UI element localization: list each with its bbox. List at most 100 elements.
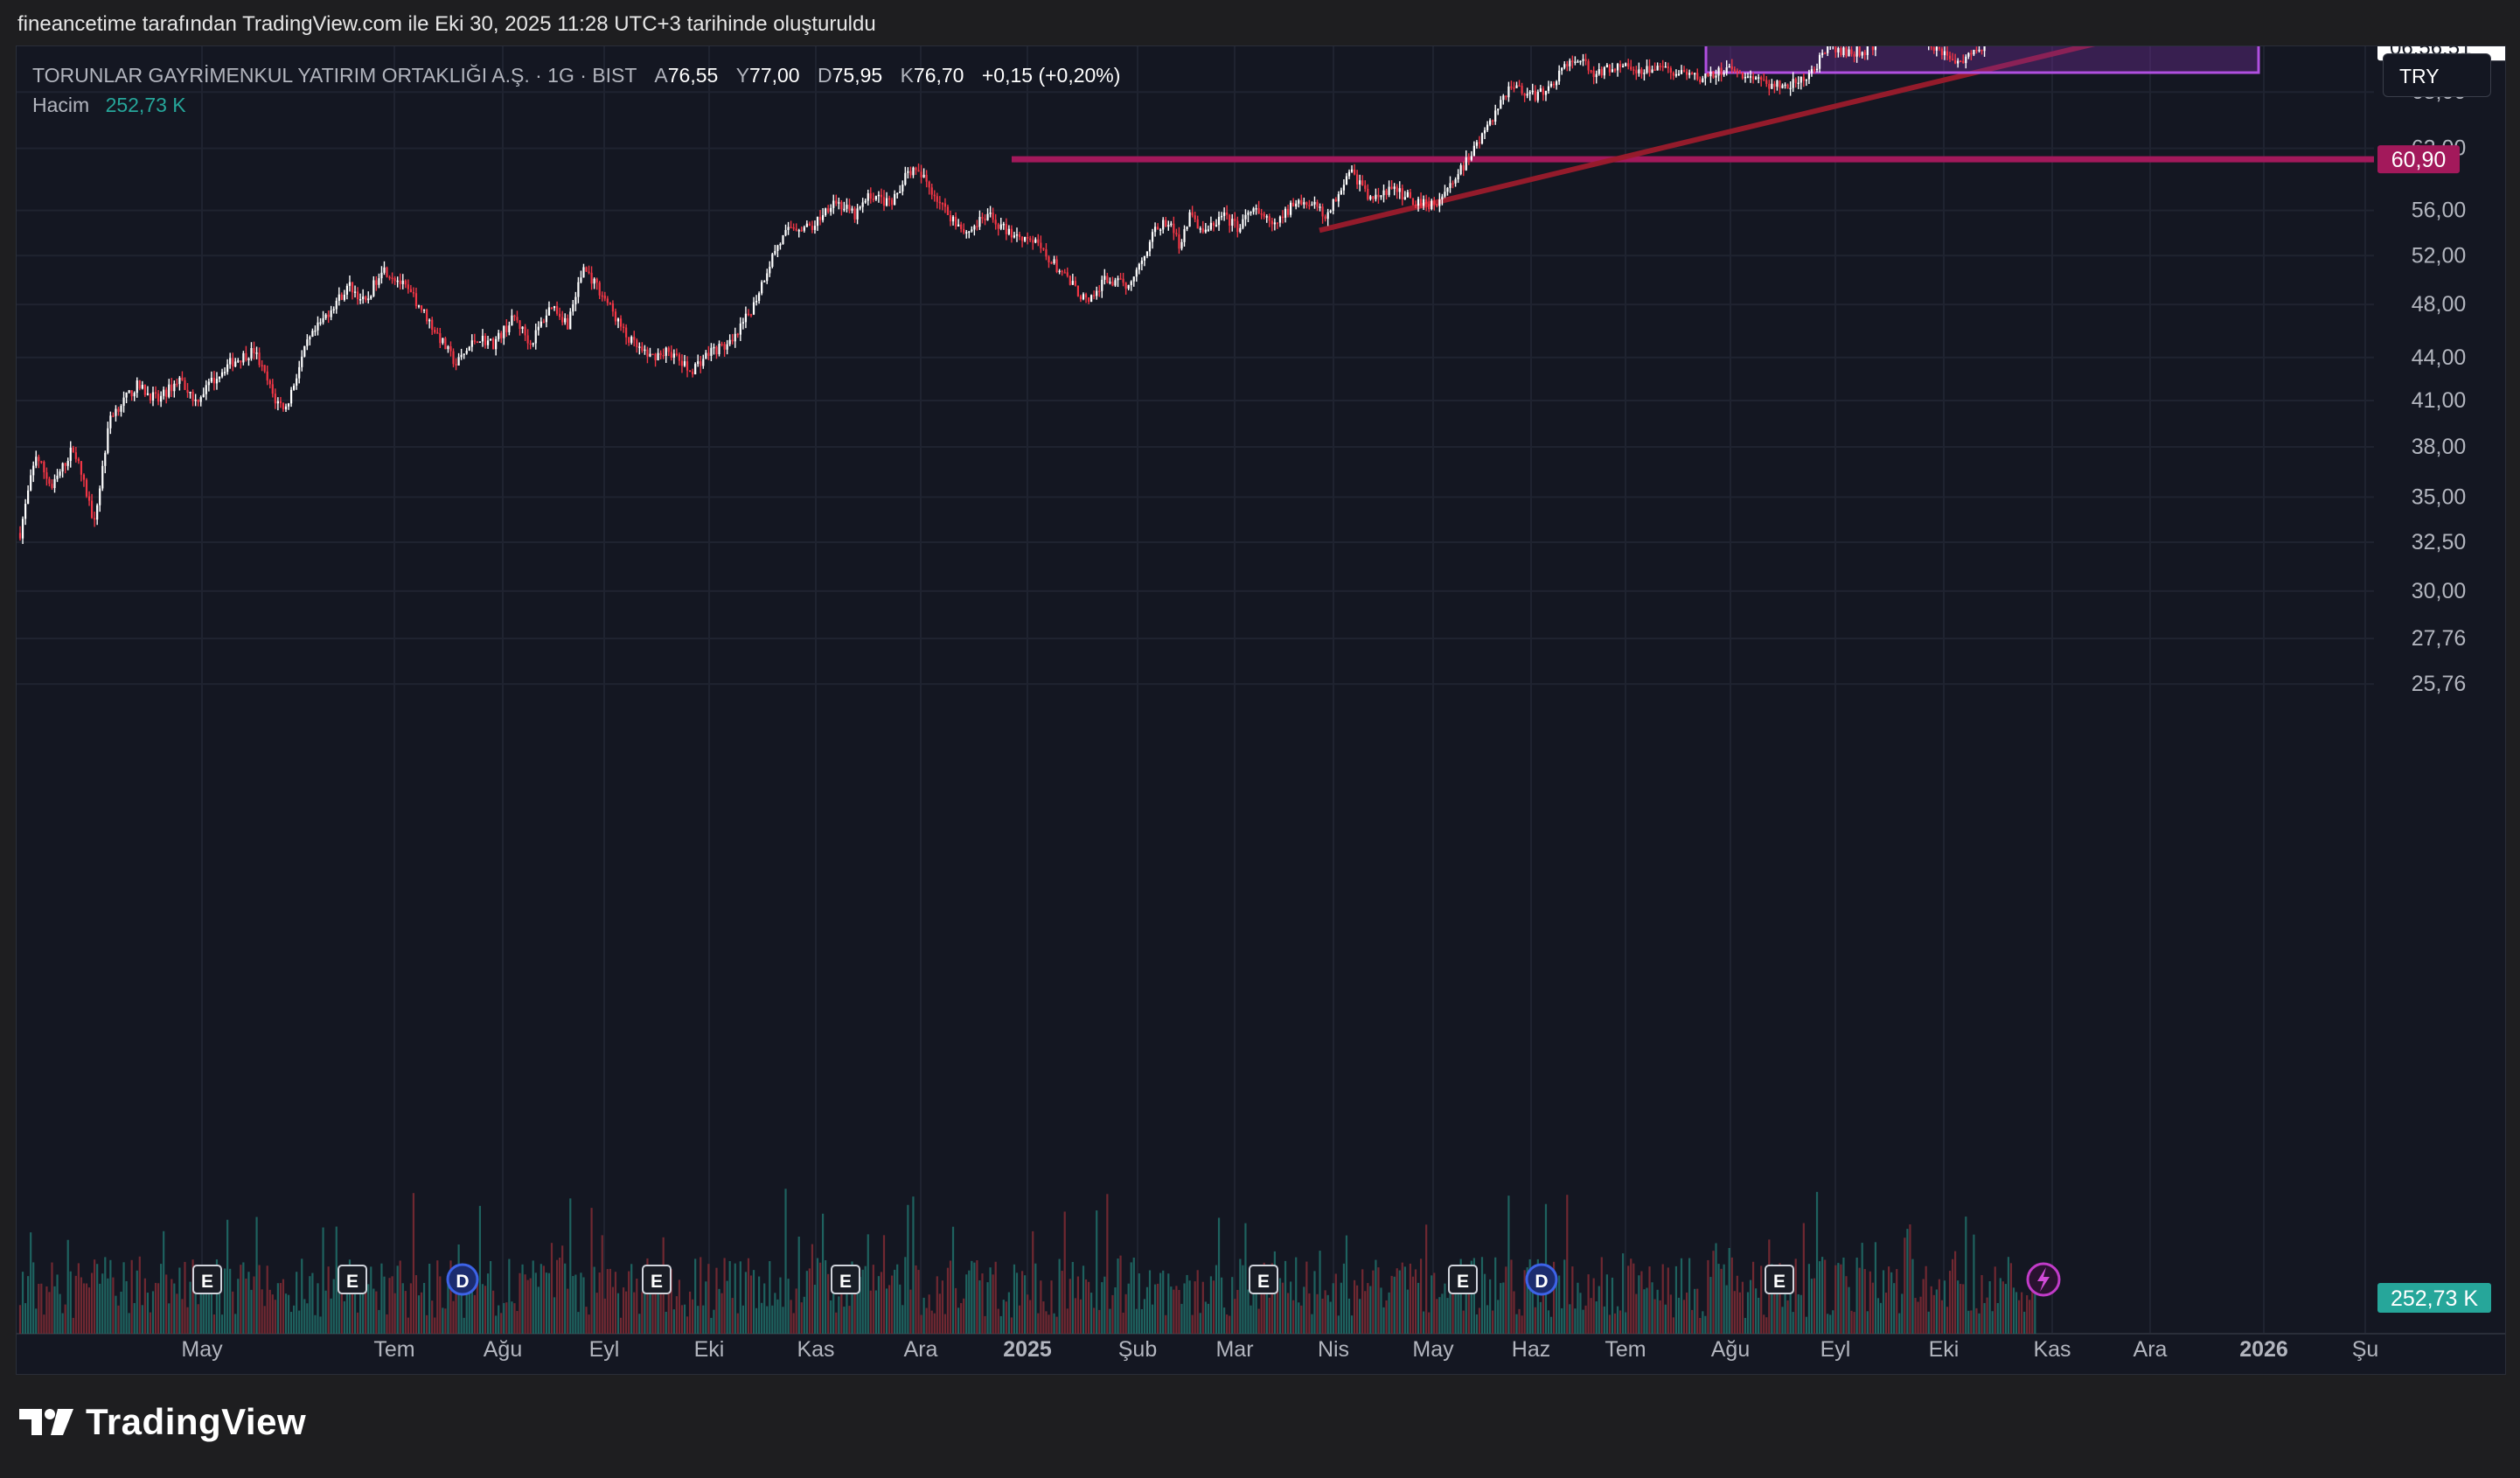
candle-body	[1229, 214, 1231, 227]
candle-body	[526, 335, 529, 344]
tradingview-logo[interactable]: TradingView	[19, 1401, 306, 1443]
currency-button[interactable]: TRY	[2383, 53, 2491, 97]
volume-label[interactable]: Hacim	[32, 94, 90, 116]
candle-body	[1326, 212, 1329, 220]
volume-bar	[994, 1261, 997, 1334]
volume-bar	[744, 1272, 748, 1334]
candle-body	[1579, 60, 1582, 63]
earnings-marker[interactable]: E	[1448, 1265, 1478, 1294]
candle-body	[197, 399, 199, 402]
open-label: A	[654, 64, 668, 87]
candle-body	[1741, 73, 1744, 79]
candle-body	[1138, 263, 1140, 270]
volume-bar	[237, 1279, 240, 1334]
volume-bar	[1932, 1294, 1935, 1334]
candle-body	[74, 452, 77, 459]
volume-bar	[1682, 1300, 1686, 1334]
candle-body	[375, 280, 378, 285]
volume-bar	[1295, 1257, 1298, 1334]
symbol-title[interactable]: TORUNLAR GAYRİMENKUL YATIRIM ORTAKLIĞI A…	[32, 64, 637, 87]
candle-body	[181, 377, 184, 380]
x-tick-label: Eki	[694, 1337, 725, 1362]
volume-bar	[61, 1313, 64, 1334]
candle-body	[885, 198, 888, 206]
earnings-marker[interactable]: E	[1249, 1265, 1278, 1294]
candle-body	[1132, 276, 1135, 282]
x-tick-label: Ağu	[1711, 1337, 1750, 1362]
earnings-marker-box	[1249, 1265, 1278, 1294]
candle-body	[1250, 212, 1252, 213]
candle-body	[965, 232, 968, 234]
volume-bar	[48, 1292, 51, 1334]
candle-body	[449, 345, 452, 352]
volume-bar	[327, 1266, 330, 1334]
volume-bar	[1758, 1297, 1760, 1334]
candle-body	[555, 306, 559, 314]
candle-body	[771, 254, 774, 268]
volume-bar	[151, 1291, 155, 1334]
candle-body	[1534, 90, 1536, 101]
candle-body	[351, 282, 354, 293]
candle-body	[1664, 66, 1667, 68]
candle-body	[1712, 71, 1715, 78]
volume-bar	[894, 1269, 896, 1334]
volume-bar	[992, 1274, 994, 1334]
volume-bar	[1132, 1257, 1135, 1334]
lightning-marker[interactable]	[2026, 1262, 2061, 1297]
volume-price-tag: 252,73 K	[2377, 1283, 2491, 1313]
candle-body	[616, 318, 620, 322]
candle-body	[101, 465, 104, 489]
volume-bar	[168, 1303, 171, 1334]
candle-body	[1574, 61, 1577, 63]
candle-body	[511, 315, 513, 326]
dividend-marker[interactable]: D	[446, 1263, 479, 1296]
candle-body	[580, 277, 582, 282]
candle-body	[1625, 63, 1627, 66]
candle-body	[1045, 249, 1048, 257]
volume-bar	[335, 1226, 338, 1334]
volume-bar	[1419, 1258, 1423, 1334]
candle-body	[646, 349, 649, 357]
candle-body	[1794, 79, 1797, 83]
earnings-marker-box	[192, 1265, 222, 1294]
candle-body	[287, 403, 290, 407]
volume-bar	[434, 1317, 436, 1334]
candle-body	[1244, 214, 1247, 220]
volume-bar	[1595, 1301, 1598, 1334]
candle-body	[314, 330, 317, 332]
volume-bar	[1423, 1311, 1425, 1334]
candle-body	[601, 295, 603, 297]
candle-body	[816, 217, 819, 227]
volume-bar	[915, 1265, 917, 1334]
earnings-marker[interactable]: E	[831, 1265, 860, 1294]
volume-bar	[253, 1276, 255, 1334]
volume-bar	[481, 1284, 484, 1334]
volume-bar	[1884, 1293, 1888, 1334]
earnings-marker[interactable]: E	[642, 1265, 672, 1294]
candle-body	[505, 325, 508, 332]
earnings-marker[interactable]: E	[338, 1265, 367, 1294]
volume-bar	[1579, 1293, 1582, 1334]
x-tick-label: 2025	[1003, 1337, 1052, 1362]
volume-bar	[319, 1316, 322, 1334]
volume-bar	[1603, 1306, 1605, 1334]
volume-bar	[171, 1279, 173, 1334]
candle-body	[1313, 201, 1316, 205]
dividend-marker[interactable]: D	[1525, 1263, 1558, 1296]
volume-bar	[1896, 1269, 1898, 1334]
volume-bar	[1876, 1298, 1880, 1334]
candle-body	[787, 227, 790, 231]
candle-body	[1247, 213, 1250, 215]
candle-body	[1353, 169, 1356, 175]
earnings-marker[interactable]: E	[192, 1265, 222, 1294]
volume-bar	[1268, 1297, 1270, 1334]
candle-body	[1674, 73, 1678, 76]
volume-bar	[790, 1300, 792, 1334]
volume-bar	[1438, 1297, 1441, 1334]
earnings-marker[interactable]: E	[1765, 1265, 1794, 1294]
candle-body	[311, 331, 314, 338]
candle-body	[473, 340, 476, 342]
volume-bar	[960, 1303, 963, 1334]
